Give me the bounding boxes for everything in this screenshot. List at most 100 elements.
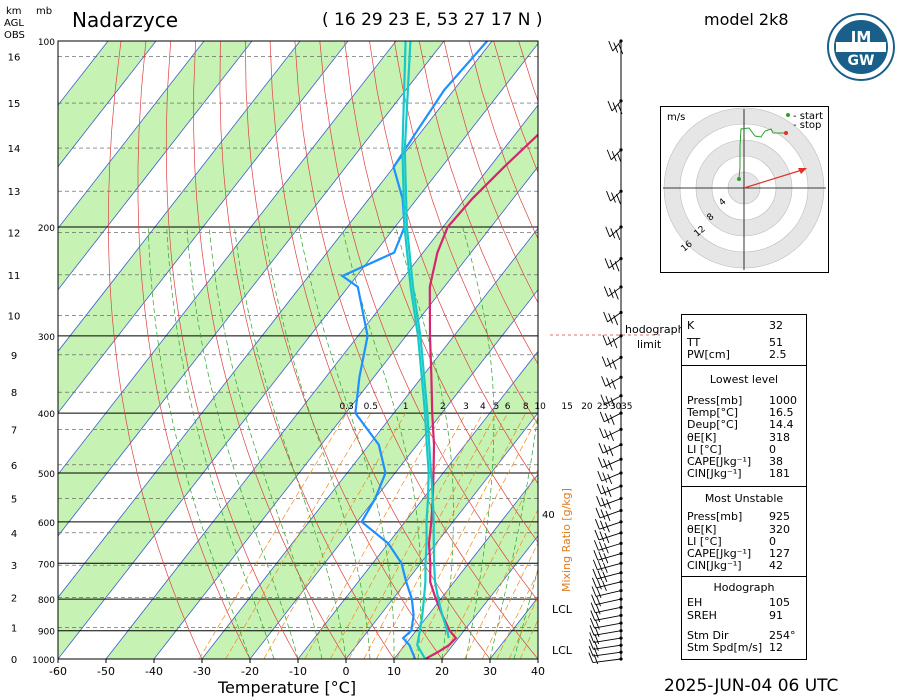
mixing-ratio-line [519,619,538,659]
wind-barb-flag [601,376,606,387]
grid-lines [58,41,538,659]
wind-barb [610,190,622,202]
wind-barb-flag [603,543,609,554]
isotherm-band [58,41,538,659]
wind-barb-flag [606,377,611,388]
wind-barb-flag [609,414,615,425]
wind-barb-flag [602,334,608,346]
wind-barb-flag [589,625,595,636]
logo-text-bottom: GW [848,53,875,69]
dry-adiabat [369,41,538,485]
x-axis-title: Temperature [°C] [218,678,357,697]
wind-barb-flag [604,413,610,424]
legend-start: - start [793,111,823,122]
isotherm-line [297,350,538,659]
pressure-tick-label: 600 [38,519,55,529]
wind-barb-flag [602,472,608,483]
mixing-ratio-40-label: 40 [542,510,555,521]
wind-barb-flag [597,570,603,581]
isotherm-line [105,104,538,659]
mixing-ratio-label: 8 [523,402,529,412]
ring-label-8: 8 [706,212,717,224]
dry-adiabat [165,41,299,659]
wind-barb-flag [596,596,601,607]
wind-barb [604,412,622,423]
date-time-label: 2025-JUN-04 06 UTC [664,676,839,696]
wind-barb-flag [600,394,606,405]
most-unstable-heading: Most Unstable [704,492,784,505]
wind-barb-flag [601,497,606,508]
mixing-ratio-line [508,596,538,659]
mixing-ratio-line [198,412,347,659]
wind-barb-flag [594,633,600,645]
wind-barb-flag [607,460,613,471]
legend-stop: - stop [793,120,821,131]
mixing-ratio-line [442,468,538,659]
model-label: model 2k8 [704,10,789,29]
moist-adiabat [186,226,299,659]
wind-barb-flag [612,102,618,113]
mixing-ratio-line [464,508,538,659]
wind-barb-flag [606,357,612,369]
wind-barb-flag [615,229,621,240]
wind-barb-flag [608,287,614,299]
km-tick-label: 7 [11,425,17,436]
station-title: Nadarzyce [72,8,179,32]
km-tick-label: 10 [8,311,21,322]
imgw-logo: IM GW [826,12,896,82]
logo-text-top: IM [851,28,872,46]
moist-adiabat [489,410,538,659]
wind-barb-flag [607,336,613,347]
dry-adiabat [319,41,538,602]
wind-barb-flag [607,100,613,112]
mixing-ratio-line [496,570,538,659]
wind-barb-flag [600,520,605,531]
wind-barb-flag [608,40,614,52]
mixing-ratio-line [225,412,372,659]
wind-barb-flag [592,577,597,588]
index-row: LI [°C] 0 [687,535,776,548]
mixing-ratio-line [363,412,497,659]
mixing-ratio-label: 0.5 [364,402,378,412]
km-tick-label: 4 [11,529,17,540]
wind-barb-flag [602,580,607,591]
wind-barb-flag [588,639,594,650]
dry-adiabat [418,41,538,365]
mixing-ratio-label: 2 [440,402,446,412]
km-tick-label: 1 [11,624,17,635]
wind-barb [612,40,622,52]
pressure-tick-label: 700 [38,560,55,570]
isotherm-line [58,41,253,291]
wind-barb-flag [605,522,610,533]
wind-barb-flag [588,652,594,663]
lcl-label-mu: LCL [552,603,572,616]
obs-label: OBS [4,30,25,41]
index-row: θE[K] 320 [687,523,790,536]
storm-motion-arrowhead [798,168,807,174]
mixing-ratio-label: 30 [610,402,622,412]
x-tick-label: 20 [435,665,449,678]
pressure-tick-label: 1000 [32,656,55,666]
x-tick-label: -50 [97,665,115,678]
index-row: Press[mb] 1000 [687,394,797,407]
wind-barb-flag [598,551,604,562]
wind-barb-flag [599,531,605,542]
wind-barb-flag [602,562,608,573]
wind-barb-flag [595,507,601,519]
moist-adiabat [537,657,538,659]
wind-barb [592,658,622,664]
wind-barb-flag [606,499,611,510]
km-tick-label: 0 [11,655,17,666]
index-row: LI [°C] 0 [687,443,776,456]
mixing-ratio-label: 6 [505,402,511,412]
wind-barb-flag [611,379,616,390]
wind-barb-flag [598,442,604,454]
wind-barb-flag [603,286,609,297]
wind-barb-flag [608,313,614,324]
wind-barb-flag [614,261,620,272]
moist-adiabat [462,226,495,659]
wind-barb-flag [592,559,598,570]
wind-barb-flag [609,430,614,442]
index-row: PW[cm] 2.5 [687,348,787,361]
wind-barb-flag [594,626,600,637]
